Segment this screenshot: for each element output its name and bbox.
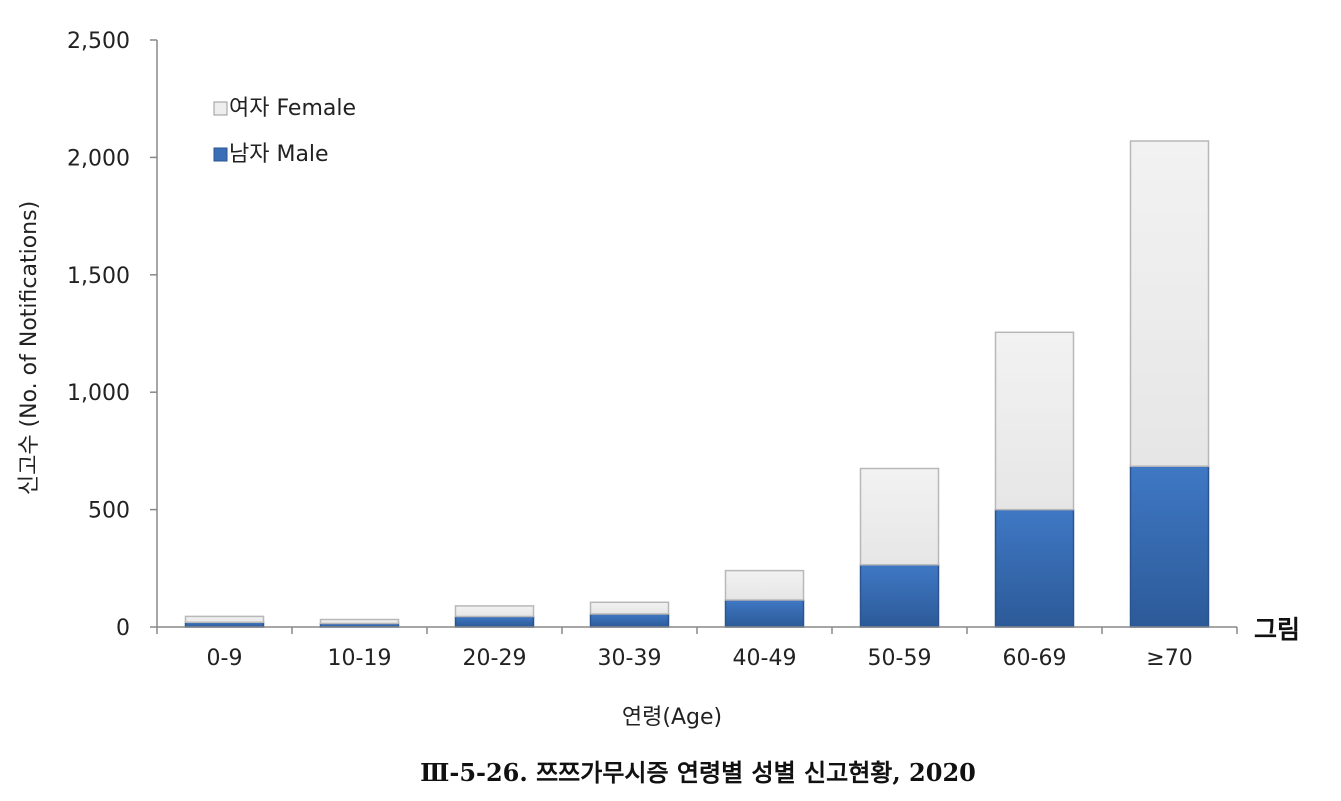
bar-female-2 [454,605,535,618]
x-tick-label: 10-19 [328,646,392,671]
bar-female-6 [994,331,1075,511]
bar-male-7 [1129,465,1210,628]
y-axis-title: 신고수 (No. of Notifications) [17,201,42,495]
bar-female-3 [589,601,670,615]
y-tick-label: 2,500 [67,29,130,54]
bar-male-2 [454,615,535,628]
x-tick-label: 20-29 [463,646,527,671]
bar-male-6 [994,508,1075,628]
x-tick-label: 30-39 [598,646,662,671]
axes-layer [150,39,1238,634]
bar-male-4 [724,599,805,628]
bar-male-3 [589,613,670,628]
x-tick-label: 0-9 [207,646,243,671]
y-tick-label: 1,000 [67,381,130,406]
x-tick-label: 40-49 [733,646,797,671]
y-tick-label: 2,000 [67,146,130,171]
legend: 여자 Female 남자 Male [213,96,356,167]
y-tick-label: 1,500 [67,264,130,289]
x-axis-title: 연령(Age) [622,705,722,730]
bars-layer [184,140,1210,628]
bar-female-1 [319,618,400,625]
y-tick-label: 500 [88,499,130,524]
bar-male-5 [859,564,940,628]
bar-female-4 [724,569,805,601]
legend-label-male: 남자 Male [229,142,329,167]
figure-label: 그림 [1254,615,1300,644]
x-tick-label: 50-59 [868,646,932,671]
bar-female-7 [1129,140,1210,467]
x-tick-label: ≥70 [1146,646,1192,671]
legend-label-female: 여자 Female [229,96,356,121]
legend-swatch-female [213,101,228,116]
bar-female-5 [859,467,940,566]
legend-swatch-male [213,147,228,162]
y-tick-label: 0 [116,616,130,641]
figure-caption: Ⅲ-5-26. 쯔쯔가무시증 연령별 성별 신고현황, 2020 [420,758,976,787]
labels-layer: 0-9 10-19 20-29 30-39 40-49 50-59 60-69 ≥70 0 500… [67,29,1193,671]
x-tick-label: 60-69 [1003,646,1067,671]
bar-female-0 [184,615,265,624]
